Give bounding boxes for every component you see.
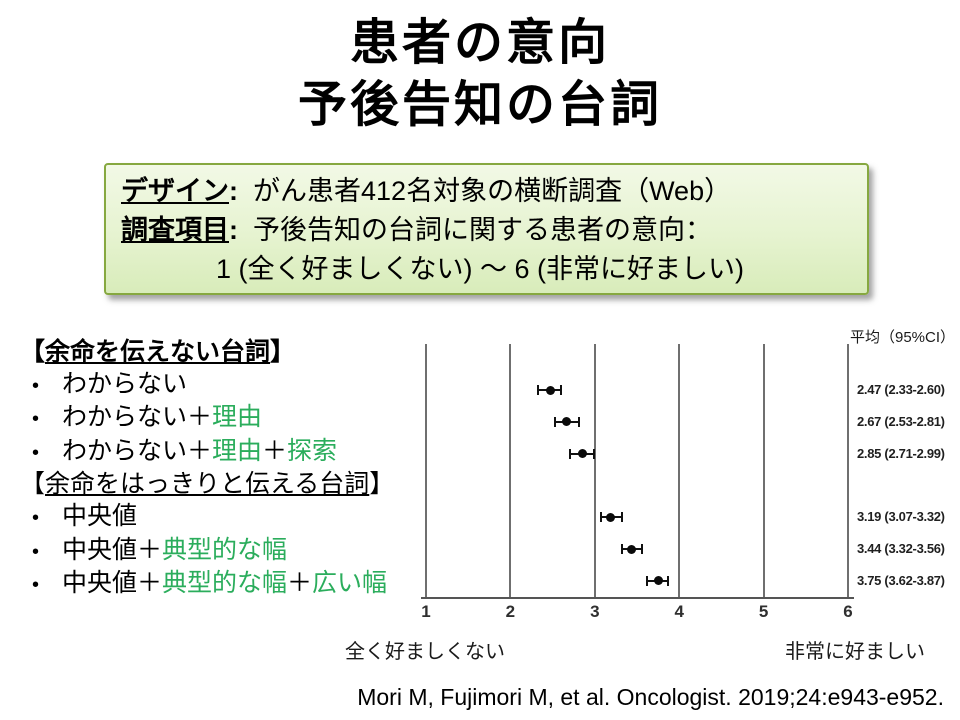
phrase-item: • 中央値 [20, 501, 430, 535]
mean-ci-value: 3.19 (3.07-3.32) [857, 509, 945, 525]
survey-item-row: 調査項目: 予後告知の台詞に関する患者の意向： [121, 211, 859, 250]
mean-dot [653, 576, 663, 586]
phrase-segment: わからない [62, 369, 188, 398]
phrase-group-header: 【余命をはっきりと伝える台詞】 [20, 469, 430, 501]
bullet-icon: • [32, 441, 40, 464]
survey-item-colon: : [229, 215, 238, 245]
mean-dot [627, 544, 637, 554]
phrase-segment: 中央値＋ [62, 535, 163, 564]
mean-dot [562, 417, 572, 427]
x-tick-label: 3 [590, 602, 600, 621]
phrase-segment-green: 理由 [212, 436, 263, 465]
phrase-text: わからない [62, 369, 187, 401]
ci-cap [537, 385, 540, 395]
gridline [847, 344, 849, 598]
ci-cap [592, 448, 595, 459]
phrase-segment: 【 [20, 470, 46, 499]
phrase-segment-green: 広い幅 [312, 569, 388, 598]
phrase-item: • わからない [20, 369, 430, 403]
gridline [425, 344, 427, 598]
ci-cap [599, 512, 602, 523]
ci-cap [577, 416, 580, 427]
x-tick-label: 6 [843, 602, 853, 621]
bullet-icon: • [32, 540, 40, 563]
mean-ci-value: 2.47 (2.33-2.60) [857, 382, 945, 397]
phrase-item: • 中央値＋典型的な幅＋広い幅 [20, 568, 430, 602]
phrase-text: 【余命をはっきりと伝える台詞】 [20, 469, 394, 501]
gridline [509, 344, 512, 598]
design-box: デザイン: がん患者412名対象の横断調査（Web） 調査項目: 予後告知の台詞… [104, 163, 869, 295]
phrase-segment: わからない＋ [62, 436, 213, 465]
bullet-icon: • [32, 506, 40, 529]
phrase-text: わからない＋理由＋探索 [62, 436, 337, 468]
phrase-item: • わからない＋理由＋探索 [20, 436, 430, 470]
x-tick-label: 5 [758, 602, 769, 621]
bullet-icon: • [32, 374, 40, 397]
phrase-segment: ＋ [287, 569, 313, 598]
phrase-segment-green: 理由 [212, 403, 263, 432]
gridline [593, 344, 596, 598]
ci-cap [620, 512, 623, 523]
phrase-segment: 中央値 [62, 501, 138, 530]
phrase-segment-green: 典型的な幅 [162, 569, 288, 598]
phrase-group-header: 【余命を伝えない台詞】 [20, 337, 430, 369]
axis-right-anchor-label: 非常に好ましい [785, 641, 925, 663]
phrase-segment: 中央値＋ [62, 569, 163, 598]
ci-cap [641, 544, 644, 554]
mean-ci-value: 2.67 (2.53-2.81) [857, 413, 945, 429]
mean-ci-header: 平均（95%CI） [849, 329, 956, 346]
phrase-text: 中央値＋典型的な幅＋広い幅 [62, 568, 387, 600]
x-tick-label: 1 [421, 602, 431, 621]
mean-dot [577, 449, 587, 459]
phrase-segment-green: 典型的な幅 [162, 535, 288, 564]
design-row: デザイン: がん患者412名対象の横断調査（Web） [121, 172, 859, 211]
title-line-2: 予後告知の台詞 [297, 78, 662, 132]
design-colon: : [229, 176, 238, 206]
phrase-text: わからない＋理由 [62, 402, 262, 434]
gridline [762, 344, 765, 598]
phrase-text: 【余命を伝えない台詞】 [20, 337, 295, 369]
bullet-icon: • [32, 574, 40, 597]
phrase-segment: 【 [20, 338, 46, 366]
bullet-icon: • [32, 408, 40, 431]
phrase-segment: 】 [270, 338, 296, 366]
phrase-list: 【余命を伝えない台詞】 • わからない • わからない＋理由 • わからない＋理由＋探索 【余… [20, 337, 430, 602]
x-tick-label: 2 [505, 602, 516, 621]
phrase-segment: 】 [369, 470, 395, 499]
phrase-segment: 余命をはっきりと伝える台詞 [45, 470, 370, 499]
ci-cap [554, 416, 557, 427]
ci-cap [569, 448, 572, 459]
survey-item-text: 予後告知の台詞に関する患者の意向： [253, 215, 713, 245]
mean-ci-value: 3.44 (3.32-3.56) [857, 541, 945, 556]
phrase-segment-green: 探索 [287, 436, 338, 465]
ci-cap [560, 385, 563, 395]
phrase-item: • わからない＋理由 [20, 402, 430, 436]
forest-plot: 1 2 3 4 5 6 [421, 344, 854, 621]
title-line-1: 患者の意向 [349, 16, 610, 70]
phrase-item: • 中央値＋典型的な幅 [20, 535, 430, 569]
slide-title: 患者の意向 予後告知の台詞 [0, 12, 960, 136]
design-label: デザイン [121, 176, 229, 206]
x-tick-label: 4 [674, 602, 684, 621]
phrase-segment: わからない＋ [62, 403, 213, 432]
gridline [678, 344, 681, 598]
phrase-segment: ＋ [262, 436, 288, 465]
citation: Mori M, Fujimori M, et al. Oncologist. 2… [357, 684, 944, 710]
mean-ci-value: 3.75 (3.62-3.87) [857, 572, 945, 588]
mean-dot [545, 385, 555, 395]
mean-dot [606, 512, 616, 522]
x-axis-line [421, 597, 854, 599]
scale-range-text: 1 (全く好ましくない) ～ 6 (非常に好ましい) [216, 254, 745, 284]
phrase-text: 中央値＋典型的な幅 [62, 535, 287, 567]
axis-left-anchor-label: 全く好ましくない [345, 641, 505, 663]
ci-cap [646, 575, 649, 586]
survey-item-label: 調査項目 [121, 215, 229, 245]
ci-cap [620, 544, 623, 554]
phrase-text: 中央値 [62, 501, 137, 533]
mean-ci-value: 2.85 (2.71-2.99) [857, 445, 945, 461]
ci-cap [667, 575, 670, 586]
design-text: がん患者412名対象の横断調査（Web） [253, 176, 732, 206]
phrase-segment: 余命を伝えない台詞 [45, 338, 271, 366]
